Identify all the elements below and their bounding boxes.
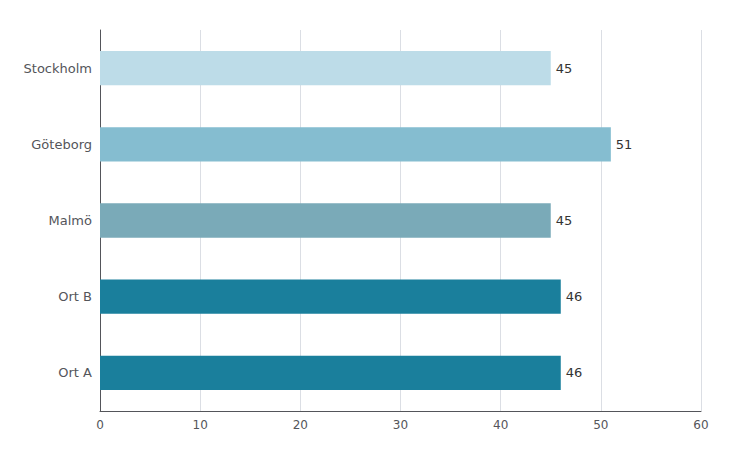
svg-text:20: 20 (293, 418, 308, 432)
svg-text:Stockholm: Stockholm (24, 61, 92, 76)
svg-text:Ort B: Ort B (58, 289, 92, 304)
svg-text:46: 46 (566, 289, 583, 304)
svg-text:45: 45 (556, 213, 573, 228)
svg-text:10: 10 (193, 418, 208, 432)
svg-text:Malmö: Malmö (49, 213, 92, 228)
svg-text:Ort A: Ort A (58, 365, 92, 380)
svg-text:Göteborg: Göteborg (31, 137, 92, 152)
svg-text:0: 0 (96, 418, 104, 432)
svg-text:46: 46 (566, 365, 583, 380)
svg-text:45: 45 (556, 61, 573, 76)
svg-text:51: 51 (616, 137, 633, 152)
svg-text:50: 50 (593, 418, 608, 432)
svg-text:30: 30 (393, 418, 408, 432)
svg-text:60: 60 (693, 418, 708, 432)
svg-text:40: 40 (493, 418, 508, 432)
